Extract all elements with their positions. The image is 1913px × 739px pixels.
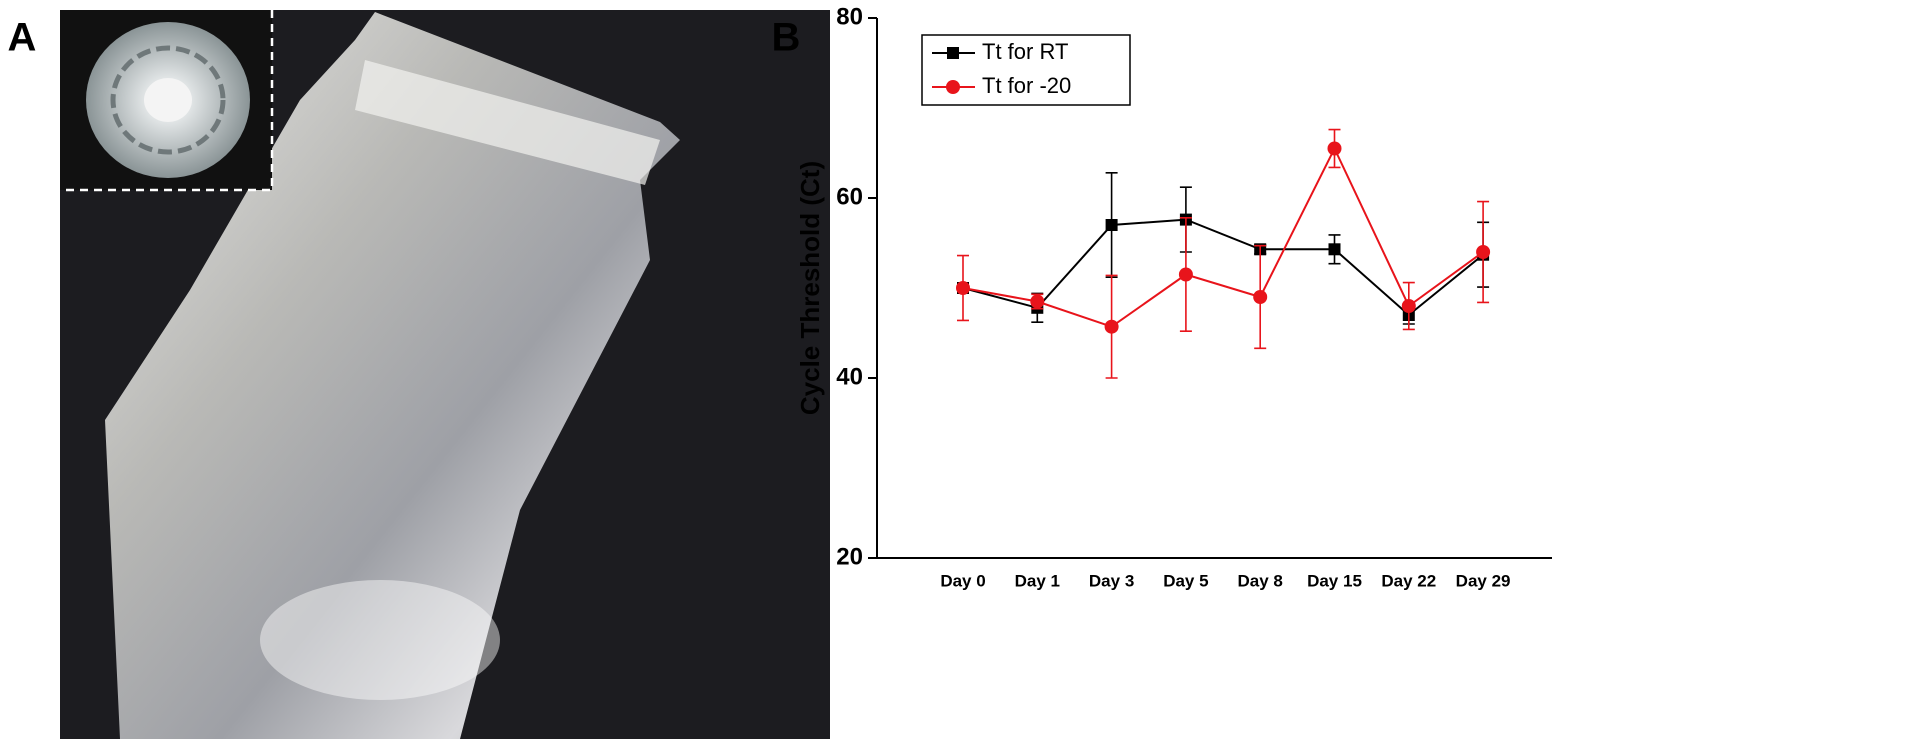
x-tick-label: Day 1 <box>1015 571 1060 590</box>
data-point <box>1178 267 1193 282</box>
data-point <box>1328 243 1341 256</box>
x-tick-label: Day 5 <box>1163 571 1208 590</box>
y-tick-label: 20 <box>836 543 863 570</box>
data-point <box>1401 299 1416 313</box>
y-tick-label: 60 <box>836 183 863 210</box>
legend-label: Tt for RT <box>982 39 1068 64</box>
data-point <box>1476 245 1491 259</box>
data-point <box>1253 290 1268 304</box>
x-tick-label: Day 0 <box>940 571 985 590</box>
legend-marker <box>947 47 959 59</box>
y-axis-label: Cycle Threshold (Ct) <box>795 161 825 415</box>
data-point <box>1104 319 1119 334</box>
x-tick-label: Day 29 <box>1456 571 1511 590</box>
series-line <box>962 218 1484 317</box>
data-point <box>1105 219 1118 231</box>
series-line <box>962 146 1484 328</box>
legend-label: Tt for -20 <box>982 73 1071 98</box>
x-tick-label: Day 22 <box>1381 571 1436 590</box>
x-tick-label: Day 8 <box>1238 571 1283 590</box>
panel-label: B <box>772 16 801 60</box>
y-tick-label: 40 <box>836 363 863 390</box>
photo <box>60 10 830 739</box>
y-tick-label: 80 <box>836 3 863 30</box>
x-tick-label: Day 3 <box>1089 571 1134 590</box>
legend-box <box>921 34 1131 106</box>
data-point <box>1030 294 1045 309</box>
legend-marker <box>946 80 960 94</box>
data-point <box>956 281 970 295</box>
panel-label: A <box>8 16 37 60</box>
data-point <box>1327 141 1342 156</box>
x-tick-label: Day 15 <box>1307 571 1362 590</box>
